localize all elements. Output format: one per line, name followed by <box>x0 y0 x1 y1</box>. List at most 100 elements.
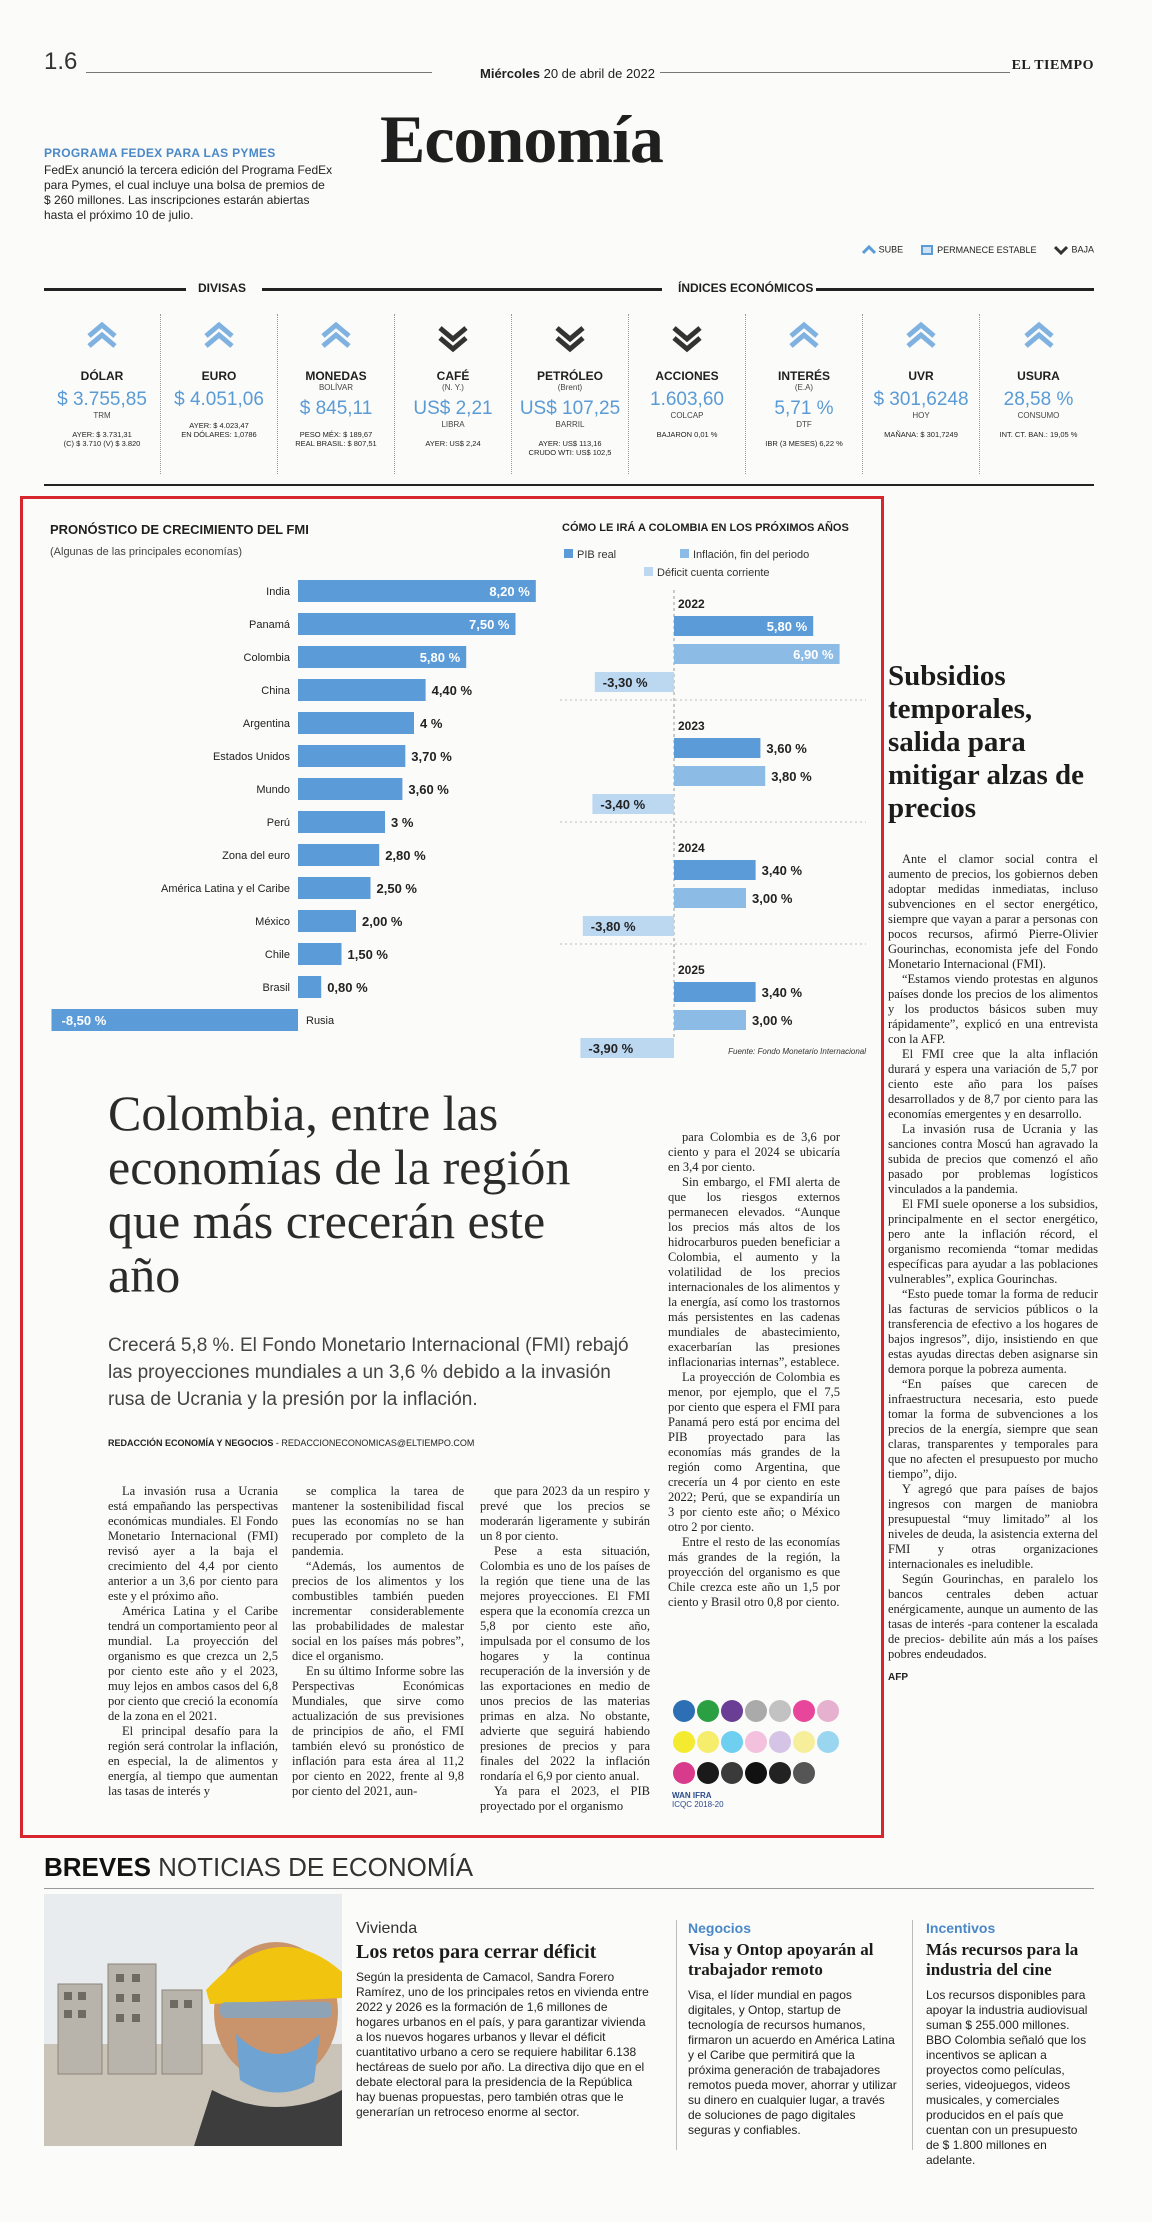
up-trend-icon <box>906 321 936 348</box>
indicator-foot: IBR (3 MESES) 6,22 % <box>765 439 843 448</box>
indicator-foot: INT. CT. BAN.: 19,05 % <box>999 430 1078 439</box>
paragraph: El principal desafío para la región será… <box>108 1724 278 1798</box>
swatch-dot <box>673 1700 695 1722</box>
indicator-name: UVR <box>908 369 934 383</box>
breves-sublabel: NOTICIAS DE ECONOMÍA <box>150 1852 474 1882</box>
indicator-value: 5,71 % <box>774 398 834 419</box>
swatch-dot <box>769 1731 791 1753</box>
value-label: -3,80 % <box>591 919 636 934</box>
category-label: India <box>266 586 291 598</box>
indicator-acciones: ACCIONES 1.603,60 COLCAP BAJARON 0,01 % <box>629 314 746 474</box>
category-label: Perú <box>267 817 290 829</box>
category-label: Rusia <box>306 1015 335 1027</box>
section-title: Economía <box>380 101 664 177</box>
down-trend-icon <box>672 326 702 353</box>
paragraph: La proyección de Colombia es menor, por … <box>668 1370 840 1534</box>
swatch-dot <box>721 1731 743 1753</box>
indicator-value: US$ 2,21 <box>413 398 493 419</box>
value-label: 3,70 % <box>411 749 452 764</box>
header-rule-right <box>660 72 1010 73</box>
paragraph: que para 2023 da un respiro y prevé que … <box>480 1484 650 1543</box>
swatch-dot <box>769 1700 791 1722</box>
value-label: 5,80 % <box>420 650 461 665</box>
breve-negocios: Negocios Visa y Ontop apoyarán al trabaj… <box>688 1920 898 2138</box>
divisas-rule-right <box>262 288 662 291</box>
paragraph: “Además, los aumentos de precios de los … <box>292 1559 464 1663</box>
date-day: Miércoles <box>480 66 540 81</box>
paragraph: se complica la tarea de mantener la sost… <box>292 1484 464 1558</box>
indicator-name: CAFÉ <box>436 369 470 383</box>
color-calibration-swatch: WAN IFRA ICQC 2018-20 <box>672 1698 850 1809</box>
article-lede: Crecerá 5,8 %. El Fondo Monetario Intern… <box>108 1335 629 1410</box>
indices-rule <box>816 288 1094 291</box>
indicator-dólar: DÓLAR $ 3.755,85 TRM AYER: $ 3.731,31 (C) $… <box>44 314 161 474</box>
value-label: -3,30 % <box>603 675 648 690</box>
legend-label: Déficit cuenta corriente <box>657 567 770 579</box>
indicator-sub: (N. Y.) <box>442 383 464 392</box>
divisas-label: DIVISAS <box>198 281 247 295</box>
category-label: Chile <box>265 949 290 961</box>
swatch-dot <box>697 1700 719 1722</box>
breve-category: Negocios <box>688 1920 752 1936</box>
swatch-dot <box>793 1731 815 1753</box>
value-label: 3,00 % <box>752 891 793 906</box>
value-label: 2,00 % <box>362 914 403 929</box>
indicator-sub: (Brent) <box>557 383 583 392</box>
header-rule-left <box>86 72 432 73</box>
paragraph: La invasión rusa de Ucrania y las sancio… <box>888 1122 1098 1196</box>
paragraph: En su último Informe sobre las Perspecti… <box>292 1664 464 1798</box>
swatch-dot <box>673 1731 695 1753</box>
breve-vivienda: Vivienda Los retos para cerrar déficit S… <box>356 1920 652 2120</box>
indicator-value: $ 845,11 <box>299 398 373 419</box>
indicator-unit: LIBRA <box>441 420 465 429</box>
article-byline: REDACCIÓN ECONOMÍA Y NEGOCIOS - REDACCIO… <box>108 1438 474 1448</box>
indicator-foot: AYER: US$ 2,24 <box>425 439 481 448</box>
paragraph: Según Gourinchas, en paralelo los bancos… <box>888 1572 1098 1661</box>
bar-inflacion-2025 <box>674 1010 746 1030</box>
indicator-unit: CONSUMO <box>1017 411 1060 420</box>
bar-méxico <box>298 910 356 932</box>
category-label: Argentina <box>243 718 291 730</box>
swatch-dot <box>793 1700 815 1722</box>
sidebar-paragraphs: Ante el clamor social contra el aumento … <box>888 852 1098 1662</box>
indicator-name: MONEDAS <box>305 369 367 383</box>
value-label: 3,80 % <box>771 769 812 784</box>
value-label: 3,00 % <box>752 1013 793 1028</box>
breve-text: Según la presidenta de Camacol, Sandra F… <box>356 1970 649 2119</box>
value-label: 7,50 % <box>469 617 510 632</box>
swatch-logo: WAN IFRA <box>672 1791 712 1800</box>
down-arrow-icon <box>1054 245 1069 256</box>
year-label: 2022 <box>678 597 705 611</box>
down-trend-icon <box>555 326 585 353</box>
category-label: México <box>255 916 290 928</box>
swatch-dots <box>672 1698 850 1791</box>
chart2-title: CÓMO LE IRÁ A COLOMBIA EN LOS PRÓXIMOS A… <box>562 522 849 534</box>
breve-title: Más recursos para la industria del cine <box>926 1940 1079 1979</box>
value-label: 5,80 % <box>767 619 808 634</box>
indicator-name: PETRÓLEO <box>536 369 603 383</box>
up-trend-icon <box>789 321 819 348</box>
value-label: 0,80 % <box>327 980 368 995</box>
chart1-subtitle: (Algunas de las principales economías) <box>50 546 242 558</box>
swatch-dot <box>769 1762 791 1784</box>
breve-title: Los retos para cerrar déficit <box>356 1941 597 1963</box>
breve-text: Visa, el líder mundial en pagos digitale… <box>688 1988 897 2137</box>
paragraph: América Latina y el Caribe tendrá un com… <box>108 1604 278 1723</box>
breve-title: Visa y Ontop apoyarán al trabajador remo… <box>688 1940 874 1979</box>
category-label: Colombia <box>244 652 291 664</box>
date-rest: 20 de abril de 2022 <box>543 66 655 81</box>
legend-up: SUBE <box>861 244 903 256</box>
indicator-name: EURO <box>201 369 237 383</box>
legend-swatch <box>564 549 573 558</box>
issue-date: Miércoles 20 de abril de 2022 <box>480 66 655 81</box>
breves-divider-1 <box>676 1920 677 2150</box>
chart1-title: PRONÓSTICO DE CRECIMIENTO DEL FMI <box>50 522 309 537</box>
category-label: Mundo <box>256 784 290 796</box>
legend-down: BAJA <box>1054 244 1094 256</box>
swatch-dot <box>745 1700 767 1722</box>
bar-inflacion-2022 <box>674 644 840 664</box>
up-trend-icon <box>1023 321 1054 348</box>
legend-label: PIB real <box>577 549 616 561</box>
indices-label: ÍNDICES ECONÓMICOS <box>678 281 814 295</box>
category-label: Brasil <box>262 982 290 994</box>
